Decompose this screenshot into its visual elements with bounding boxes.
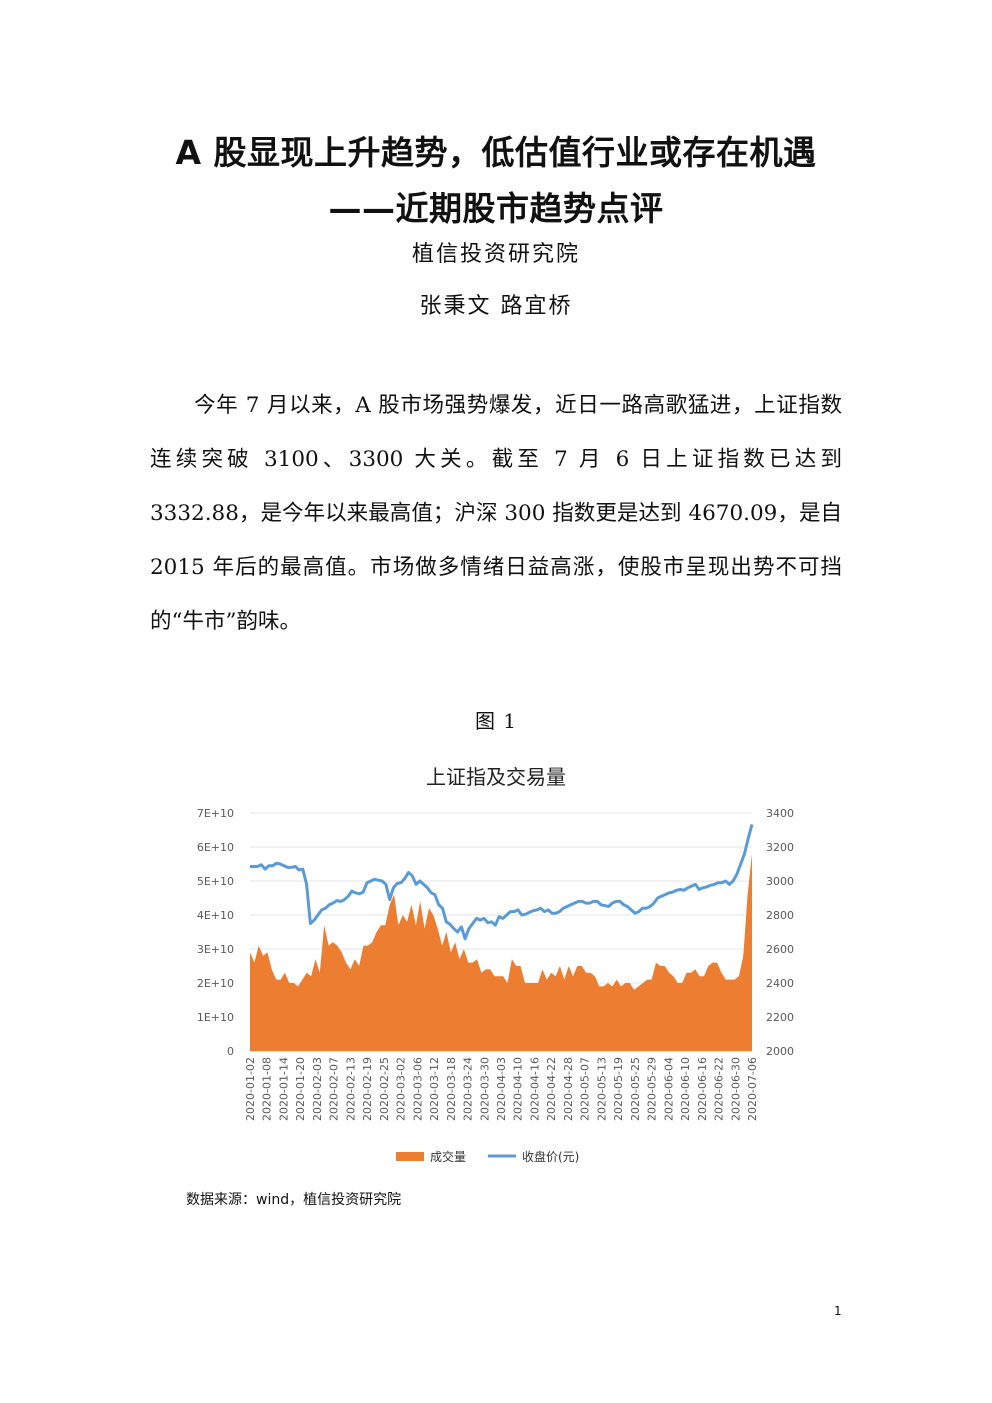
institution-name: 植信投资研究院 xyxy=(411,242,580,267)
legend-label-close: 收盘价(元) xyxy=(522,1149,579,1164)
x-tick-label: 2020-04-16 xyxy=(529,1057,542,1121)
left-tick-label: 7E+10 xyxy=(197,807,234,820)
right-tick-label: 2400 xyxy=(766,977,794,990)
x-tick-label: 2020-02-19 xyxy=(361,1057,374,1121)
volume-area xyxy=(250,853,752,1051)
x-tick-label: 2020-05-29 xyxy=(646,1057,659,1121)
stock-index-chart: 上证指及交易量 0 1E+10 2E+10 3E+10 4E+10 5E+10 6E+10 7… xyxy=(197,765,794,1164)
x-tick-label: 2020-03-06 xyxy=(411,1057,424,1121)
left-tick-label: 0 xyxy=(227,1045,234,1058)
x-axis-ticks: 2020-01-02 2020-01-08 2020-01-14 2020-01-20… xyxy=(244,1057,759,1121)
left-tick-label: 5E+10 xyxy=(197,875,234,888)
right-tick-label: 2200 xyxy=(766,1011,794,1024)
x-tick-label: 2020-05-07 xyxy=(579,1057,592,1121)
x-tick-label: 2020-03-02 xyxy=(395,1057,408,1121)
x-tick-label: 2020-04-22 xyxy=(545,1057,558,1121)
x-tick-label: 2020-06-30 xyxy=(729,1057,742,1121)
x-tick-label: 2020-05-19 xyxy=(612,1057,625,1121)
left-tick-label: 6E+10 xyxy=(197,841,234,854)
chart-title: 上证指及交易量 xyxy=(426,765,566,789)
volume-area-layer xyxy=(250,853,752,1051)
x-tick-label: 2020-04-03 xyxy=(495,1057,508,1121)
document-title-line1: A 股显现上升趋势，低估值行业或存在机遇 xyxy=(175,133,817,172)
x-tick-label: 2020-05-25 xyxy=(629,1057,642,1121)
x-tick-label: 2020-03-18 xyxy=(445,1057,458,1121)
x-tick-label: 2020-02-03 xyxy=(311,1057,324,1121)
x-tick-label: 2020-04-28 xyxy=(562,1057,575,1121)
author-names: 张秉文 路宜桥 xyxy=(419,294,573,319)
x-tick-label: 2020-01-08 xyxy=(261,1057,274,1121)
x-tick-label: 2020-03-12 xyxy=(428,1057,441,1121)
x-tick-label: 2020-03-30 xyxy=(478,1057,491,1121)
x-tick-label: 2020-02-07 xyxy=(328,1057,341,1121)
left-tick-label: 3E+10 xyxy=(197,943,234,956)
legend-swatch-volume xyxy=(396,1152,424,1161)
right-tick-label: 3200 xyxy=(766,841,794,854)
data-source-note: 数据来源：wind，植信投资研究院 xyxy=(186,1192,402,1208)
x-tick-label: 2020-01-20 xyxy=(294,1057,307,1121)
right-tick-label: 3400 xyxy=(766,807,794,820)
close-line-layer xyxy=(250,824,754,941)
left-axis-ticks: 0 1E+10 2E+10 3E+10 4E+10 5E+10 6E+10 7E+10 xyxy=(197,807,234,1058)
left-tick-label: 2E+10 xyxy=(197,977,234,990)
right-tick-label: 2000 xyxy=(766,1045,794,1058)
x-tick-label: 2020-01-02 xyxy=(244,1057,257,1121)
page-number: 1 xyxy=(834,1304,842,1318)
x-tick-label: 2020-06-04 xyxy=(662,1057,675,1121)
x-tick-label: 2020-01-14 xyxy=(278,1057,291,1121)
x-tick-label: 2020-02-25 xyxy=(378,1057,391,1121)
left-tick-label: 1E+10 xyxy=(197,1011,234,1024)
figure-label: 图 1 xyxy=(474,709,518,733)
x-tick-label: 2020-03-24 xyxy=(462,1057,475,1121)
x-tick-label: 2020-06-10 xyxy=(679,1057,692,1121)
right-tick-label: 2600 xyxy=(766,943,794,956)
legend-label-volume: 成交量 xyxy=(430,1149,466,1164)
x-tick-label: 2020-05-13 xyxy=(595,1057,608,1121)
body-paragraph: 今年 7 月以来，A 股市场强势爆发，近日一路高歌猛进，上证指数连续突破 310… xyxy=(150,393,842,634)
x-tick-label: 2020-06-22 xyxy=(713,1057,726,1121)
right-tick-label: 2800 xyxy=(766,909,794,922)
x-tick-label: 2020-06-16 xyxy=(696,1057,709,1121)
right-axis-ticks: 2000 2200 2400 2600 2800 3000 3200 3400 xyxy=(766,807,794,1058)
x-tick-label: 2020-04-10 xyxy=(512,1057,525,1121)
left-tick-label: 4E+10 xyxy=(197,909,234,922)
x-tick-label: 2020-02-13 xyxy=(344,1057,357,1121)
close-price-line xyxy=(250,824,754,941)
x-tick-label: 2020-07-06 xyxy=(746,1057,759,1121)
document-title-line2: ——近期股市趋势点评 xyxy=(328,189,664,228)
right-tick-label: 3000 xyxy=(766,875,794,888)
chart-legend: 成交量 收盘价(元) xyxy=(396,1149,579,1164)
